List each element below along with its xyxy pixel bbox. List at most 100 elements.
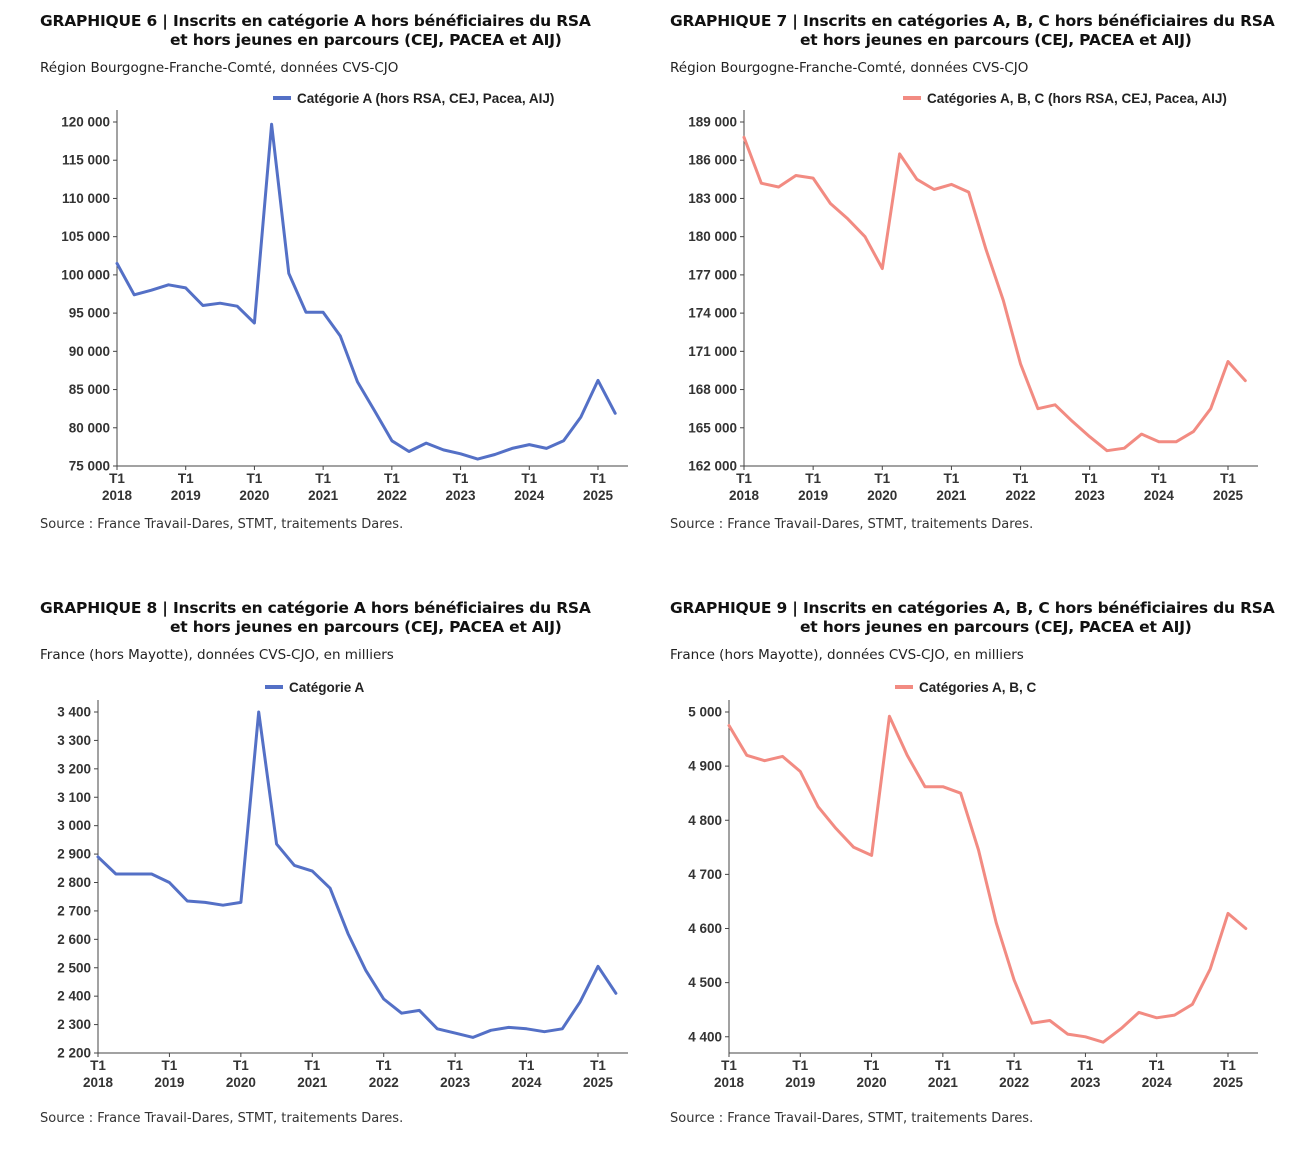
x-tick-label-year: 2020 (239, 488, 269, 503)
x-tick-label-quarter: T1 (721, 1058, 737, 1073)
x-tick-label-quarter: T1 (247, 471, 263, 486)
x-tick-label-year: 2022 (1006, 488, 1036, 503)
y-tick-label: 183 000 (688, 191, 737, 206)
y-tick-label: 3 000 (57, 818, 91, 833)
y-tick-label: 162 000 (688, 459, 737, 474)
chart-source: Source : France Travail-Dares, STMT, tra… (40, 517, 404, 532)
x-tick-label-year: 2021 (297, 1075, 328, 1090)
x-tick-label-quarter: T1 (376, 1058, 392, 1073)
x-tick-label-year: 2020 (857, 1075, 887, 1090)
line-chart-graphique-6: 75 000 80 000 85 000 90 000 95 000 100 000 105… (61, 91, 628, 503)
legend: Catégorie A (265, 680, 365, 695)
chart-title-line-1: GRAPHIQUE 7 | Inscrits en catégories A, … (670, 12, 1275, 30)
x-tick-label-year: 2024 (512, 1075, 543, 1090)
series-line (115, 122, 617, 461)
y-tick-label: 2 600 (57, 932, 91, 947)
x-tick-label-year: 2019 (171, 488, 201, 503)
y-tick-label: 3 100 (57, 790, 91, 805)
series-line (96, 710, 618, 1039)
chart-subtitle: France (hors Mayotte), données CVS-CJO, … (670, 647, 1024, 663)
y-tick-label: 3 400 (57, 705, 91, 720)
x-tick-label-year: 2018 (102, 488, 133, 503)
line-chart-graphique-8: 2 200 2 300 2 400 2 500 2 600 2 700 2 800 2 900… (57, 680, 628, 1090)
y-tick-label: 5 000 (688, 705, 722, 720)
y-tick-label: 177 000 (688, 267, 737, 282)
x-tick-label-year: 2025 (583, 1075, 614, 1090)
x-tick-label-quarter: T1 (935, 1058, 951, 1073)
y-tick-label: 165 000 (688, 420, 737, 435)
y-tick-label: 174 000 (688, 306, 737, 321)
chart-title-line-2: et hors jeunes en parcours (CEJ, PACEA e… (800, 31, 1192, 49)
x-tick-label-quarter: T1 (874, 471, 890, 486)
y-tick-label: 120 000 (61, 115, 110, 130)
y-tick-label: 90 000 (69, 344, 110, 359)
y-tick-label: 80 000 (69, 420, 110, 435)
chart-panel-graphique-7: GRAPHIQUE 7 | Inscrits en catégories A, … (670, 12, 1290, 572)
x-tick-label-quarter: T1 (521, 471, 537, 486)
x-tick-label-quarter: T1 (109, 471, 125, 486)
x-tick-label-year: 2021 (928, 1075, 959, 1090)
y-tick-label: 4 600 (688, 921, 722, 936)
x-tick-label-year: 2020 (867, 488, 897, 503)
y-tick-label: 3 200 (57, 761, 91, 776)
y-tick-label: 4 900 (688, 759, 722, 774)
x-tick-label-year: 2023 (1075, 488, 1106, 503)
chart-title: GRAPHIQUE 6 | Inscrits en catégorie A ho… (40, 12, 640, 50)
x-tick-label-year: 2022 (369, 1075, 399, 1090)
y-tick-label: 4 500 (688, 975, 722, 990)
y-tick-label: 85 000 (69, 382, 110, 397)
y-tick-label: 2 700 (57, 903, 91, 918)
chart-title-line-1: GRAPHIQUE 6 | Inscrits en catégorie A ho… (40, 12, 591, 30)
x-tick-label-quarter: T1 (519, 1058, 535, 1073)
legend: Catégorie A (hors RSA, CEJ, Pacea, AIJ) (273, 91, 554, 106)
y-tick-label: 4 800 (688, 813, 722, 828)
x-tick-label-year: 2025 (1213, 1075, 1244, 1090)
chart-panel-graphique-9: GRAPHIQUE 9 | Inscrits en catégories A, … (670, 599, 1290, 1159)
x-tick-label-quarter: T1 (590, 471, 606, 486)
chart-subtitle: Région Bourgogne-Franche-Comté, données … (670, 60, 1029, 76)
x-tick-label-quarter: T1 (90, 1058, 106, 1073)
chart-title-line-2: et hors jeunes en parcours (CEJ, PACEA e… (800, 618, 1192, 636)
x-tick-label-year: 2018 (714, 1075, 745, 1090)
y-tick-label: 2 500 (57, 960, 91, 975)
x-tick-label-year: 2019 (154, 1075, 184, 1090)
legend-label: Catégorie A (hors RSA, CEJ, Pacea, AIJ) (297, 91, 554, 106)
x-tick-label-quarter: T1 (805, 471, 821, 486)
x-tick-label-quarter: T1 (233, 1058, 249, 1073)
y-tick-label: 4 700 (688, 867, 722, 882)
x-tick-label-year: 2021 (936, 488, 967, 503)
chart-title: GRAPHIQUE 8 | Inscrits en catégorie A ho… (40, 599, 640, 637)
x-tick-label-quarter: T1 (453, 471, 469, 486)
x-tick-label-quarter: T1 (447, 1058, 463, 1073)
x-tick-label-quarter: T1 (1013, 471, 1029, 486)
x-tick-label-quarter: T1 (864, 1058, 880, 1073)
x-tick-label-year: 2022 (377, 488, 407, 503)
chart-title-line-2: et hors jeunes en parcours (CEJ, PACEA e… (170, 618, 562, 636)
chart-panel-graphique-6: GRAPHIQUE 6 | Inscrits en catégorie A ho… (40, 12, 660, 572)
x-tick-label-year: 2024 (1142, 1075, 1173, 1090)
x-tick-label-year: 2019 (785, 1075, 815, 1090)
x-tick-label-quarter: T1 (1151, 471, 1167, 486)
x-tick-label-year: 2025 (1213, 488, 1244, 503)
chart-title: GRAPHIQUE 9 | Inscrits en catégories A, … (670, 599, 1275, 637)
legend-label: Catégories A, B, C (hors RSA, CEJ, Pacea… (927, 91, 1227, 106)
legend: Catégories A, B, C (hors RSA, CEJ, Pacea… (903, 91, 1227, 106)
chart-title-line-1: GRAPHIQUE 9 | Inscrits en catégories A, … (670, 599, 1275, 617)
x-tick-label-quarter: T1 (1006, 1058, 1022, 1073)
x-tick-label-quarter: T1 (1220, 471, 1236, 486)
y-tick-label: 100 000 (61, 267, 110, 282)
chart-title-line-1: GRAPHIQUE 8 | Inscrits en catégorie A ho… (40, 599, 591, 617)
x-tick-label-quarter: T1 (384, 471, 400, 486)
x-tick-label-year: 2023 (1070, 1075, 1101, 1090)
y-tick-label: 2 400 (57, 989, 91, 1004)
y-tick-label: 180 000 (688, 229, 737, 244)
y-tick-label: 2 300 (57, 1017, 91, 1032)
chart-subtitle: Région Bourgogne-Franche-Comté, données … (40, 60, 399, 76)
y-tick-label: 189 000 (688, 115, 737, 130)
x-tick-label-quarter: T1 (315, 471, 331, 486)
x-tick-label-year: 2024 (1144, 488, 1175, 503)
x-tick-label-year: 2019 (798, 488, 828, 503)
x-tick-label-year: 2021 (308, 488, 339, 503)
series-line (727, 714, 1248, 1044)
y-tick-label: 75 000 (69, 459, 110, 474)
